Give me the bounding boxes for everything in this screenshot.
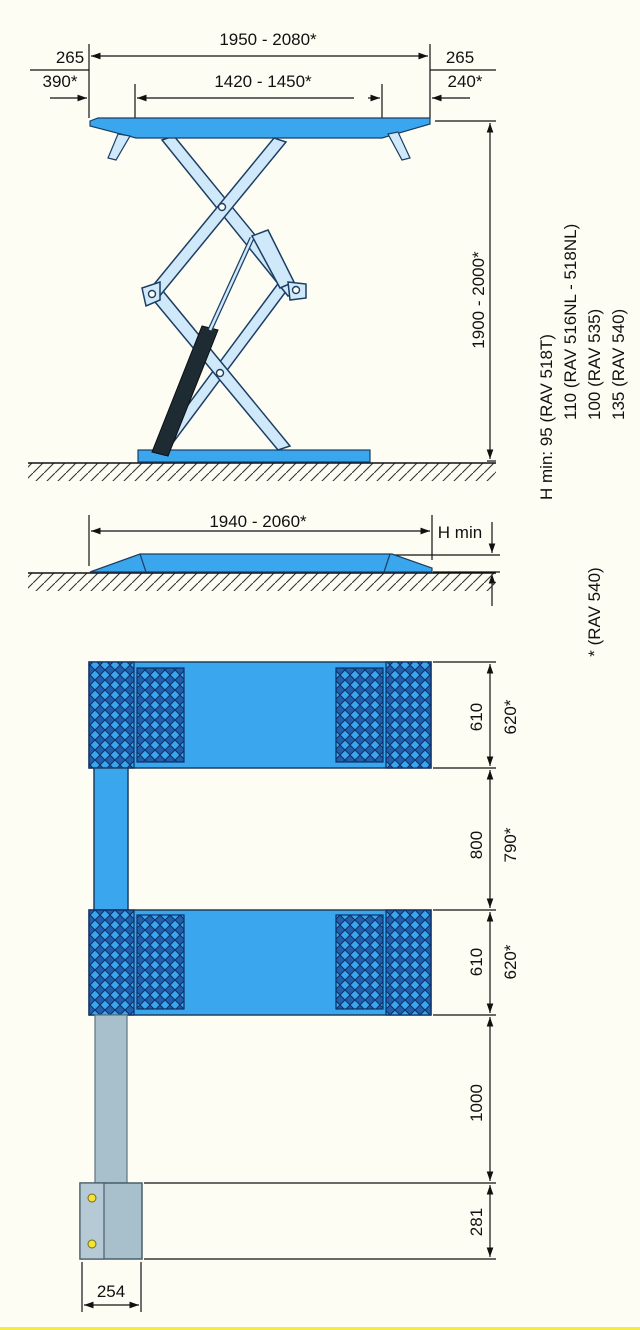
max-height-label: 1900 - 2000* bbox=[469, 251, 488, 349]
lowered-platform bbox=[89, 553, 433, 573]
platform-1-width-label: 610 bbox=[467, 703, 486, 731]
left-ramp bbox=[107, 133, 131, 161]
lowered-length-label: 1940 - 2060* bbox=[209, 512, 307, 531]
platform-2-left-inner-grid bbox=[136, 914, 185, 1010]
control-unit-bolt-bottom bbox=[87, 1239, 97, 1249]
scissor-mechanism bbox=[141, 135, 307, 453]
control-unit-bolt-top bbox=[87, 1193, 97, 1203]
side-view: 1950 - 2080* 1420 - 1450* 265 390* 265 2… bbox=[28, 30, 496, 481]
hose-channel bbox=[94, 1014, 128, 1184]
left-overhang-alt-label: 390* bbox=[43, 72, 78, 91]
h-min-note-line-1: H min: 95 (RAV 518T) bbox=[537, 334, 556, 500]
right-overhang-label: 265 bbox=[446, 48, 474, 67]
right-ramp bbox=[387, 131, 411, 161]
platform-length-label: 1420 - 1450* bbox=[214, 72, 312, 91]
h-min-note-line-3: 100 (RAV 535) bbox=[585, 309, 604, 420]
base-frame bbox=[137, 449, 371, 463]
gap-alt-label: 790* bbox=[501, 827, 520, 862]
platform-2-right-inner-grid bbox=[335, 914, 384, 1010]
hose-length-label: 1000 bbox=[467, 1084, 486, 1122]
asterisk-note: * (RAV 540) bbox=[585, 567, 604, 656]
platform-2-width-label: 610 bbox=[467, 948, 486, 976]
left-overhang-label: 265 bbox=[56, 48, 84, 67]
h-min-note-line-4: 135 (RAV 540) bbox=[609, 309, 628, 420]
gap-label: 800 bbox=[467, 831, 486, 859]
platform-1-width-alt-label: 620* bbox=[501, 699, 520, 734]
overall-length-label: 1950 - 2080* bbox=[219, 30, 317, 49]
bottom-border-band bbox=[0, 1327, 640, 1330]
platform-1-right-grid bbox=[385, 661, 432, 769]
platform-top bbox=[89, 117, 431, 139]
platform-1-left-inner-grid bbox=[136, 667, 185, 763]
h-min-label: H min bbox=[438, 523, 482, 542]
ground-hatch bbox=[28, 463, 496, 481]
right-overhang-alt-label: 240* bbox=[448, 72, 483, 91]
connecting-beam bbox=[93, 767, 129, 911]
plan-view: 610 620* 800 790* 610 620* 1000 281 254 bbox=[79, 661, 520, 1312]
hydraulic-cylinder bbox=[151, 325, 219, 457]
control-unit-depth-label: 281 bbox=[467, 1208, 486, 1236]
platform-1-right-inner-grid bbox=[335, 667, 384, 763]
platform-1-left-grid bbox=[88, 661, 135, 769]
lowered-view: 1940 - 2060* H min bbox=[28, 512, 500, 606]
platform-2-right-grid bbox=[385, 909, 432, 1016]
h-min-note-line-2: 110 (RAV 516NL - 518NL) bbox=[561, 224, 580, 420]
control-unit-width-label: 254 bbox=[97, 1282, 125, 1301]
platform-2-width-alt-label: 620* bbox=[501, 944, 520, 979]
ground-hatch-lowered bbox=[28, 573, 496, 591]
platform-2-left-grid bbox=[88, 909, 135, 1016]
h-min-notes: H min: 95 (RAV 518T) 110 (RAV 516NL - 51… bbox=[537, 224, 628, 500]
